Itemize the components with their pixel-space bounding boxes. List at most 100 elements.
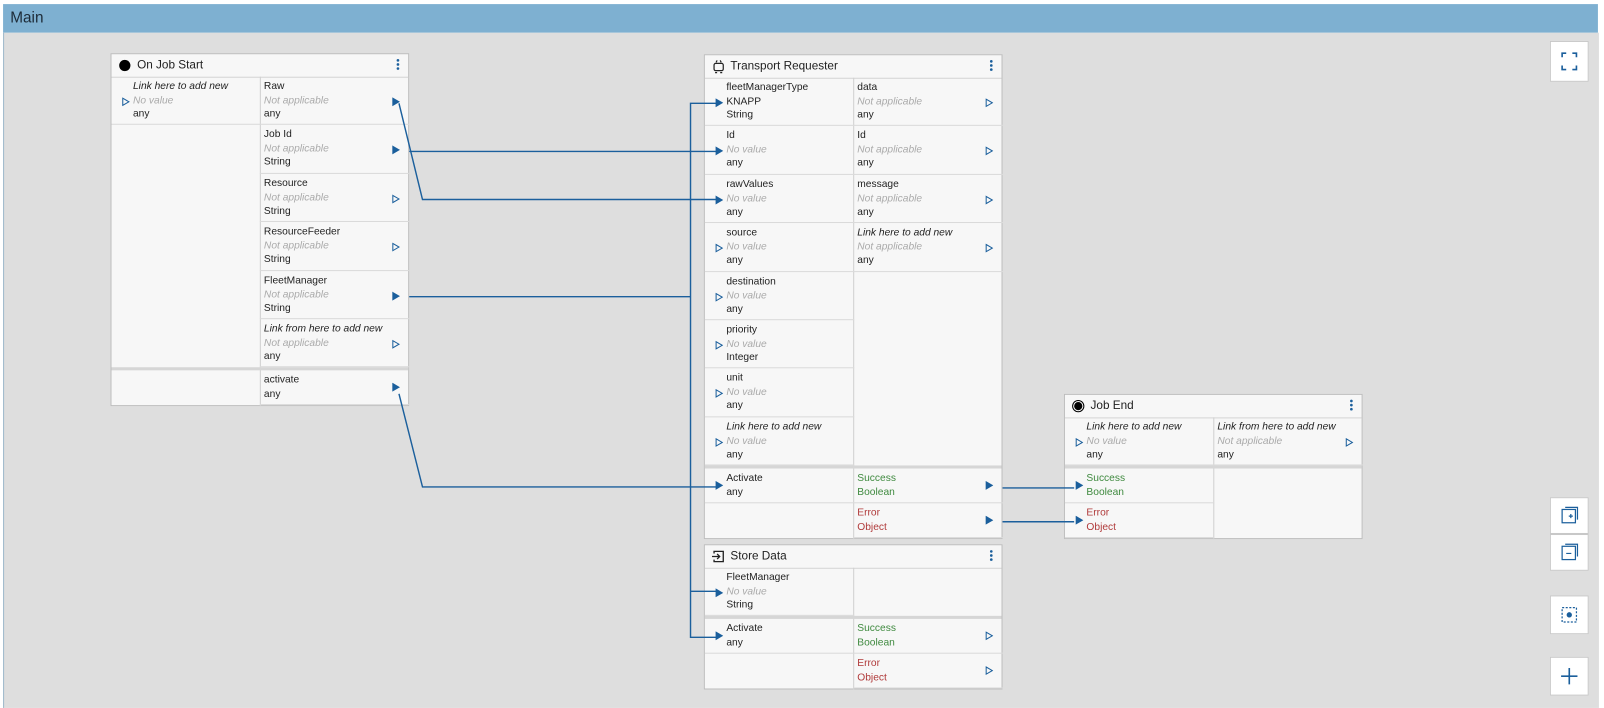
node-menu[interactable] [1346,395,1356,418]
input-port[interactable]: FleetManager No value String [704,568,855,617]
control-input[interactable]: Activate any [704,619,855,655]
port-arrow[interactable] [715,437,724,447]
port-arrow[interactable] [1345,437,1354,447]
port-arrow[interactable] [985,666,994,676]
port-arrow[interactable] [1075,437,1084,447]
fullscreen-button[interactable] [1549,40,1589,82]
control-output[interactable]: Success Boolean [853,469,1003,504]
arrow-shape [985,195,994,205]
port-value: No value [132,95,174,107]
port-arrow[interactable] [715,146,724,156]
fit-button[interactable] [1549,595,1589,635]
port-arrow[interactable] [392,194,400,204]
port-arrow[interactable] [715,588,724,598]
control-input[interactable]: Error Object [1064,504,1215,539]
port-arrow[interactable] [715,292,724,302]
menu-dot [989,558,993,561]
port-arrow[interactable] [392,242,400,252]
input-port[interactable]: Link here to add new No value any [1064,417,1215,466]
output-port[interactable]: Id Not applicable any [853,126,1003,175]
input-port[interactable]: priority No value Integer [704,320,855,369]
input-port[interactable]: unit No value any [704,369,855,418]
port-value: Not applicable [263,337,329,349]
output-port[interactable]: Resource Not applicable String [259,174,410,223]
port-arrow[interactable] [985,195,994,205]
node-icon [119,59,131,72]
port-type: any [263,389,281,401]
input-port[interactable]: rawValues No value any [704,175,855,224]
node-title: On Job Start [137,59,204,72]
node-header: Transport Requester [704,55,1002,79]
port-arrow[interactable] [392,339,400,349]
port-arrow[interactable] [392,383,400,393]
port-value: No value [726,338,767,350]
control-output[interactable]: Success Boolean [853,619,1003,655]
port-type: any [263,350,281,363]
input-port[interactable]: source No value any [704,223,855,272]
output-port[interactable]: Job Id Not applicable String [259,125,410,174]
node-menu[interactable] [986,545,996,568]
output-port[interactable]: Link from here to add new Not applicable a… [1213,417,1363,466]
arrow-shape [1075,437,1084,447]
input-port[interactable]: Link here to add new No value any [111,77,261,126]
output-port[interactable]: Raw Not applicable any [259,77,410,126]
port-name: Resource [263,177,308,190]
input-port[interactable]: Id No value any [704,126,855,175]
input-port[interactable]: Link here to add new No value any [704,417,855,466]
arrow-shape [715,195,724,205]
add-button[interactable] [1549,656,1589,696]
control-output[interactable]: Error Object [853,504,1003,539]
arrow-shape [985,666,994,676]
port-arrow[interactable] [715,340,724,350]
port-arrow[interactable] [715,631,724,641]
arrow-shape [392,145,400,155]
control-output[interactable]: Error Object [853,654,1003,689]
port-type: any [726,637,743,649]
output-port[interactable]: ResourceFeeder Not applicable String [259,222,410,271]
port-arrow[interactable] [1075,481,1084,491]
port-type: any [857,157,874,170]
arrow-shape [985,98,994,108]
input-port[interactable]: fleetManagerType KNAPP String [704,78,855,127]
zoom-in-button[interactable] [1549,497,1589,535]
menu-dot [1350,407,1353,411]
output-port[interactable]: Link here to add new Not applicable any [853,223,1003,272]
port-type: any [726,206,743,218]
port-arrow[interactable] [715,481,724,491]
control-input[interactable]: Success Boolean [1064,469,1215,504]
port-type: any [857,206,874,218]
menu-dot [1350,403,1353,407]
control-output[interactable]: activate any [259,371,410,406]
zoom-out-button[interactable] [1549,534,1589,571]
port-name: FleetManager [263,274,328,287]
port-arrow[interactable] [985,515,994,525]
port-arrow[interactable] [392,97,400,107]
port-value: No value [726,387,767,399]
input-port[interactable]: destination No value any [704,272,855,321]
port-arrow[interactable] [122,97,130,107]
node-menu[interactable] [986,55,996,78]
node-menu[interactable] [393,54,403,77]
port-arrow[interactable] [392,291,400,301]
arrow-shape [1345,437,1354,447]
port-arrow[interactable] [715,98,724,108]
port-arrow[interactable] [392,145,400,155]
port-arrow[interactable] [985,631,994,641]
output-port[interactable]: Link from here to add new Not applicable a… [259,319,410,368]
port-value: KNAPP [726,96,762,108]
port-value: Not applicable [263,95,329,107]
output-port[interactable]: data Not applicable any [853,78,1003,127]
port-arrow[interactable] [1075,516,1084,526]
output-port[interactable]: FleetManager Not applicable String [259,271,410,320]
menu-dot [989,64,993,67]
port-arrow[interactable] [715,195,724,205]
port-arrow[interactable] [985,98,994,108]
port-arrow[interactable] [985,146,994,156]
port-arrow[interactable] [715,389,724,399]
output-port[interactable]: message Not applicable any [853,175,1003,224]
port-arrow[interactable] [985,243,994,253]
control-input[interactable]: Activate any [704,469,855,504]
port-arrow[interactable] [715,243,724,253]
port-arrow[interactable] [985,481,994,491]
